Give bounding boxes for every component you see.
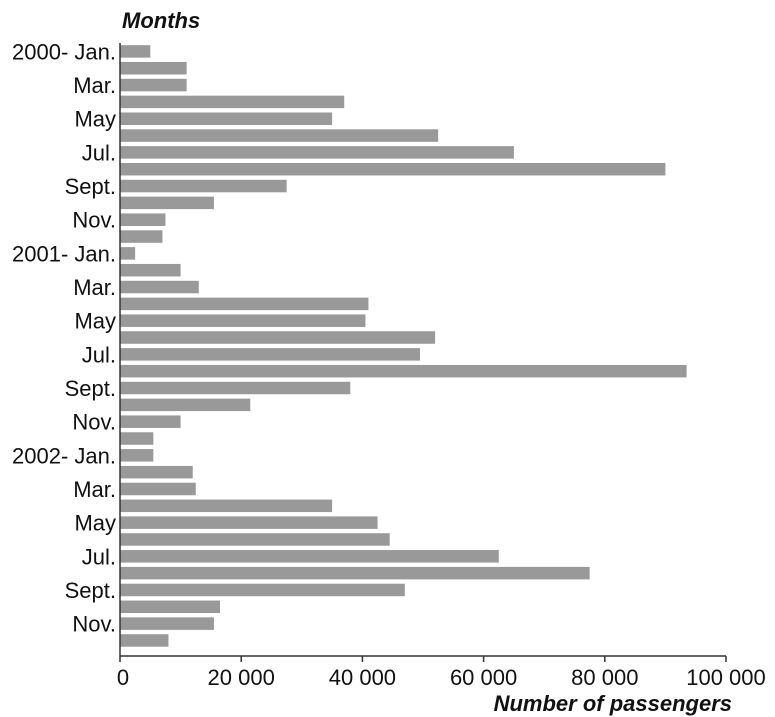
y-tick-label: 2000- Jan. xyxy=(12,39,116,64)
y-tick-label: Jul. xyxy=(82,544,116,569)
y-tick-label: Mar. xyxy=(73,275,116,300)
bars-group xyxy=(120,45,687,647)
y-tick-label: May xyxy=(74,107,116,132)
y-tick-label: Nov. xyxy=(72,612,116,637)
axis-lines xyxy=(119,43,726,657)
bar-2002-05 xyxy=(120,516,378,529)
bar-2001-02 xyxy=(120,263,181,277)
bar-2000-06 xyxy=(120,129,439,142)
x-tick-label: 80 000 xyxy=(571,665,638,690)
bar-2001-11 xyxy=(120,415,181,428)
bar-2001-10 xyxy=(120,398,251,412)
bar-2002-10 xyxy=(120,600,220,614)
x-tick-label: 0 xyxy=(117,665,129,690)
bar-2002-06 xyxy=(120,533,390,546)
bar-2000-07 xyxy=(120,146,514,159)
y-tick-label: Sept. xyxy=(65,578,116,603)
bar-2000-04 xyxy=(120,95,345,109)
bar-2001-07 xyxy=(120,348,420,361)
y-axis-title: Months xyxy=(122,8,200,33)
y-tick-label: May xyxy=(74,309,116,334)
bar-2002-12 xyxy=(120,634,169,647)
bar-2001-08 xyxy=(120,364,687,378)
y-tick-label: Nov. xyxy=(72,410,116,435)
bar-2001-06 xyxy=(120,331,436,344)
y-tick-labels: 2000- Jan. Mar. May Jul. Sept. Nov. 2001- Jan.… xyxy=(12,39,116,636)
y-tick-label: Sept. xyxy=(65,174,116,199)
bar-2000-02 xyxy=(120,61,187,75)
y-tick-label: Jul. xyxy=(82,342,116,367)
bar-2000-01 xyxy=(120,45,151,58)
y-tick-label: 2002- Jan. xyxy=(12,443,116,468)
x-axis-title: Number of passengers xyxy=(494,691,732,716)
bar-2001-01 xyxy=(120,247,136,260)
x-tick-label: 100 000 xyxy=(686,665,766,690)
y-tick-label: Mar. xyxy=(73,477,116,502)
bar-2001-05 xyxy=(120,314,366,327)
bar-2001-03 xyxy=(120,280,199,294)
y-tick-label: May xyxy=(74,511,116,536)
bar-2002-11 xyxy=(120,617,214,630)
bar-2001-09 xyxy=(120,381,351,395)
bar-2000-12 xyxy=(120,230,163,243)
bar-2001-04 xyxy=(120,297,369,311)
x-tick-label: 20 000 xyxy=(208,665,275,690)
bar-2002-07 xyxy=(120,550,499,563)
x-axis: 0 20 000 40 000 60 000 80 000 100 000 xyxy=(117,656,766,690)
bar-2000-10 xyxy=(120,196,214,210)
bar-2002-09 xyxy=(120,583,405,597)
bar-2000-03 xyxy=(120,78,187,92)
bar-2000-09 xyxy=(120,179,287,193)
bar-2002-04 xyxy=(120,499,333,513)
x-tick-label: 40 000 xyxy=(329,665,396,690)
bar-2000-05 xyxy=(120,112,333,125)
bar-2002-03 xyxy=(120,482,196,496)
bar-2002-02 xyxy=(120,465,193,479)
y-tick-label: Jul. xyxy=(82,140,116,165)
bar-2001-12 xyxy=(120,432,154,445)
bar-2000-11 xyxy=(120,213,166,226)
y-tick-label: 2001- Jan. xyxy=(12,241,116,266)
y-tick-label: Mar. xyxy=(73,73,116,98)
x-tick-label: 60 000 xyxy=(450,665,517,690)
y-tick-label: Sept. xyxy=(65,376,116,401)
bar-2002-01 xyxy=(120,449,154,462)
y-tick-label: Nov. xyxy=(72,208,116,233)
bar-2000-08 xyxy=(120,162,666,176)
bar-2002-08 xyxy=(120,566,590,580)
